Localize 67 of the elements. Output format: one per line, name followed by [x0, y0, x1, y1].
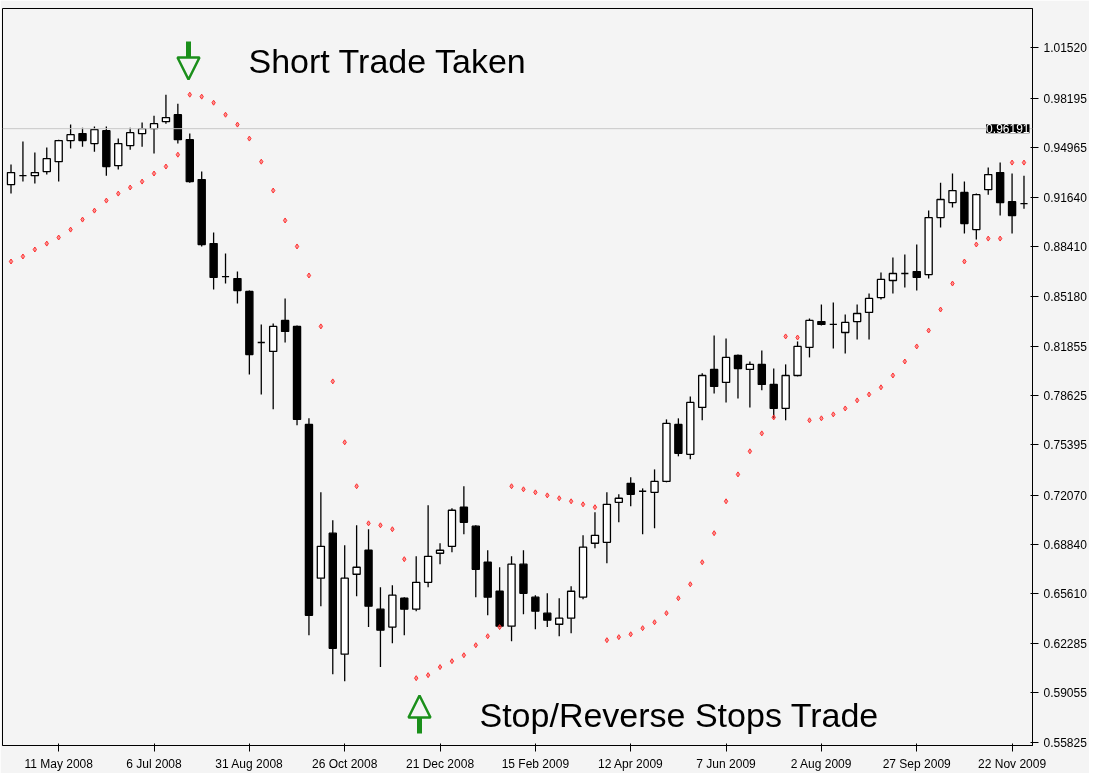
candlestick [1007, 172, 1017, 235]
candlestick [757, 349, 767, 392]
candlestick [435, 542, 445, 565]
annotation: Short Trade Taken [248, 41, 526, 80]
candlestick [841, 313, 850, 355]
candlestick [66, 123, 75, 150]
candlestick [709, 334, 719, 395]
candlestick [376, 586, 385, 668]
y-tick-label: 0.62285 [1043, 637, 1088, 652]
y-tick-label: 0.72070 [1043, 488, 1088, 503]
candlestick [54, 138, 63, 183]
y-tick-label: 0.65610 [1043, 586, 1088, 601]
y-tick-label: 0.81855 [1043, 340, 1088, 355]
candlestick [233, 270, 242, 305]
y-tick-label: 0.88410 [1043, 240, 1088, 255]
candlestick [30, 151, 40, 185]
x-tick-label: 22 Nov 2009 [978, 756, 1047, 771]
ref-line-label: 0.96191 [986, 122, 1030, 137]
candlestick [936, 181, 945, 229]
x-tick-label: 15 Feb 2009 [501, 756, 570, 771]
candlestick [888, 256, 898, 295]
candlestick [554, 597, 564, 637]
candlestick [280, 297, 290, 344]
candlestick [852, 303, 862, 341]
y-tick-label: 0.94965 [1043, 140, 1088, 155]
y-tick-label: 0.59055 [1043, 686, 1088, 701]
candlestick [42, 146, 51, 176]
candlestick [125, 126, 135, 151]
candlestick [6, 163, 16, 195]
candlestick [864, 292, 874, 341]
candlestick [400, 596, 409, 636]
candlestick [78, 126, 87, 148]
candlestick [948, 172, 957, 209]
x-tick-label: 11 May 2008 [24, 756, 94, 771]
candlestick [626, 476, 635, 507]
y-tick-label: 0.91640 [1043, 191, 1088, 206]
candlestick [984, 166, 993, 196]
candlestick [876, 271, 886, 301]
y-tick-label: 0.55825 [1043, 735, 1088, 750]
candlestick [745, 360, 755, 409]
candlestick [650, 468, 659, 529]
x-tick-label: 7 Jun 2009 [696, 756, 757, 771]
candlestick [90, 125, 99, 153]
candlestick [352, 524, 361, 597]
candlestick [614, 493, 624, 523]
x-tick-label: 21 Dec 2008 [406, 756, 475, 771]
x-tick-label: 26 Oct 2008 [312, 756, 378, 771]
x-tick-label: 6 Jul 2008 [126, 756, 183, 771]
candlestick [543, 592, 552, 628]
x-tick-label: 31 Aug 2008 [215, 756, 284, 771]
candlestick [459, 485, 469, 535]
y-tick-label: 0.85180 [1043, 289, 1088, 304]
candlestick [531, 594, 540, 630]
x-tick-label: 2 Aug 2009 [790, 756, 852, 771]
y-tick-label: 0.78625 [1043, 389, 1088, 404]
x-tick-label: 12 Apr 2009 [598, 756, 664, 771]
candlestick [912, 243, 921, 292]
y-tick-label: 0.68840 [1043, 537, 1088, 552]
y-tick-label: 1.01520 [1043, 41, 1088, 56]
candlestick [733, 353, 743, 400]
candlestick [590, 511, 600, 549]
candlestick [114, 137, 123, 171]
x-tick-label: 27 Sep 2009 [882, 756, 952, 771]
y-tick-label: 0.75395 [1043, 438, 1088, 453]
annotation: Stop/Reverse Stops Trade [479, 695, 879, 734]
y-tick-label: 0.98195 [1043, 91, 1088, 106]
candlestick [161, 94, 171, 125]
